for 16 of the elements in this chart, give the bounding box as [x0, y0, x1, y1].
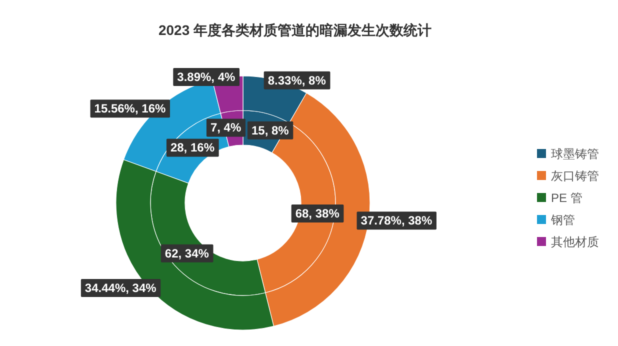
data-label: 62, 34%	[164, 246, 210, 260]
data-label: 37.78%, 38%	[360, 214, 432, 228]
legend-label: 钢管	[550, 213, 575, 227]
data-label: 34.44%, 34%	[84, 281, 157, 295]
legend-label: PE 管	[551, 191, 582, 205]
data-label: 8.33%, 8%	[268, 73, 326, 88]
legend-label: 球墨铸管	[551, 147, 599, 161]
data-label: 68, 38%	[295, 206, 340, 220]
legend-label: 灰口铸管	[551, 169, 599, 183]
data-label: 3.89%, 4%	[177, 70, 236, 84]
data-label: 15.56%, 16%	[94, 102, 166, 116]
data-label: 28, 16%	[170, 140, 215, 155]
legend-label: 其他材质	[551, 235, 599, 249]
chart-title: 2023 年度各类材质管道的暗漏发生次数统计	[158, 22, 432, 38]
data-label: 15, 8%	[251, 123, 290, 138]
data-label: 7, 4%	[210, 120, 242, 135]
